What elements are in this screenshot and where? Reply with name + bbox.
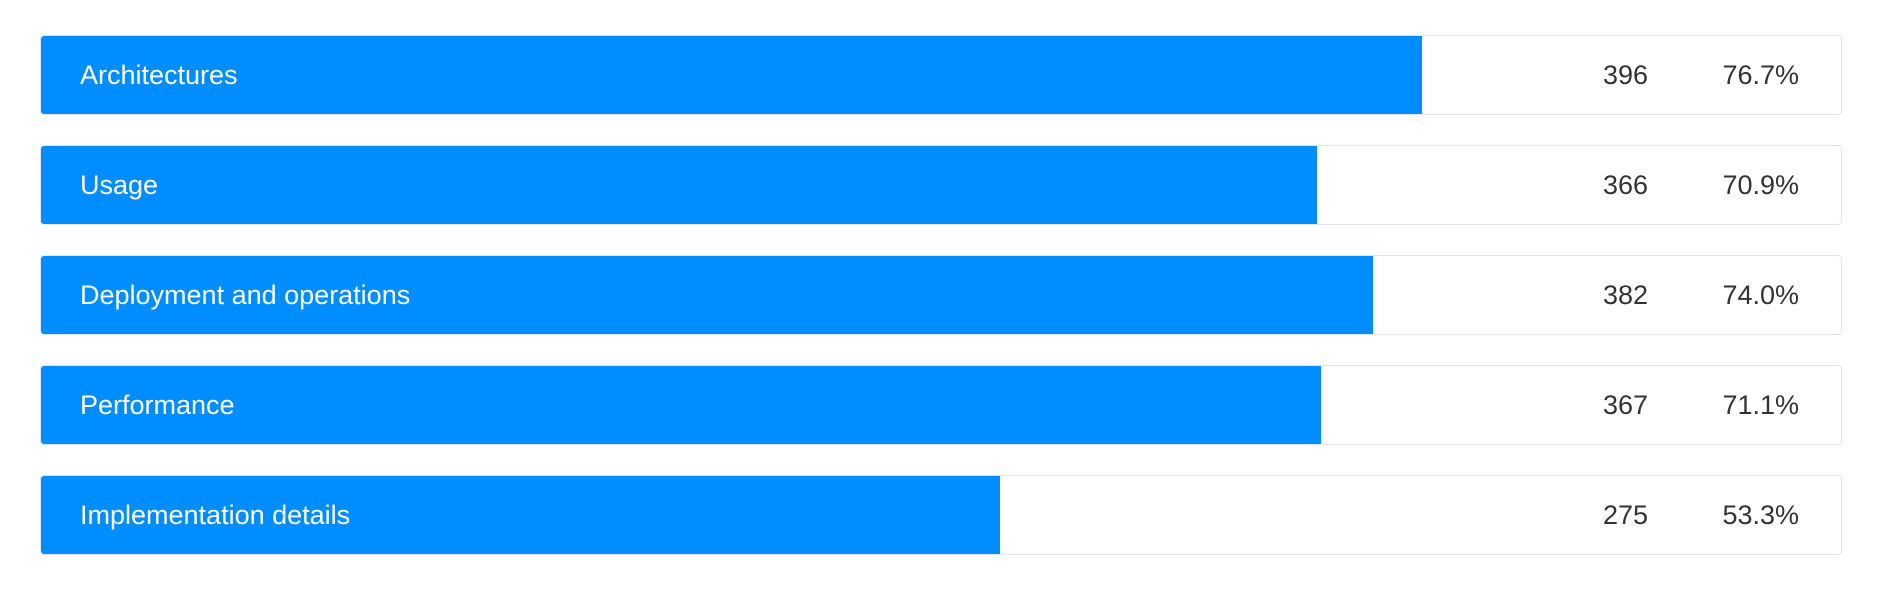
percentage-label: 71.1% (1722, 389, 1799, 420)
category-label: Deployment and operations (80, 279, 411, 310)
value-label: 367 (1602, 389, 1648, 420)
category-label: Architectures (80, 59, 238, 90)
percentage-label: 53.3% (1722, 499, 1799, 530)
bar-row: Implementation details 275 53.3% (40, 475, 1842, 555)
bar (41, 476, 1001, 554)
bar-chart: Architectures 396 76.7% Usage 366 70.9% Deploy… (40, 35, 1842, 585)
value-label: 382 (1602, 279, 1648, 310)
value-label: 366 (1602, 169, 1648, 200)
category-label: Usage (80, 169, 159, 200)
bar-row: Usage 366 70.9% (40, 145, 1842, 225)
value-label: 275 (1602, 499, 1648, 530)
percentage-label: 70.9% (1722, 169, 1799, 200)
category-label: Performance (80, 389, 235, 420)
bar (41, 256, 1373, 334)
bar-row: Deployment and operations 382 74.0% (40, 255, 1842, 335)
value-label: 396 (1602, 59, 1648, 90)
bar-row: Performance 367 71.1% (40, 365, 1842, 445)
percentage-label: 76.7% (1722, 59, 1799, 90)
percentage-label: 74.0% (1722, 279, 1799, 310)
bar (41, 146, 1318, 224)
category-label: Implementation details (80, 499, 351, 530)
bar (41, 36, 1422, 114)
bar (41, 366, 1321, 444)
bar-row: Architectures 396 76.7% (40, 35, 1842, 115)
